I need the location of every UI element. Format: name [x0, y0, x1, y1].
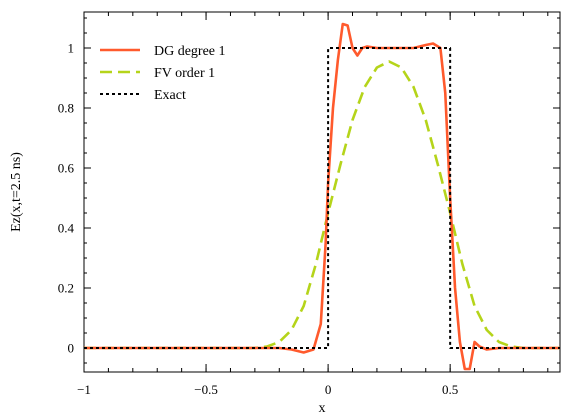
y-tick-label: 1: [68, 41, 75, 56]
tick-labels: −1 −0.5 0 0.5 0 0.2 0.4 0.6 0.8 1: [58, 41, 459, 398]
x-tick-label: −1: [77, 382, 91, 397]
series-lines: [84, 22, 560, 371]
y-tick-label: 0.6: [58, 161, 75, 176]
legend: DG degree 1 FV order 1 Exact: [100, 44, 226, 103]
y-tick-label: 0.8: [58, 101, 74, 116]
plot-frame: [83, 11, 561, 373]
legend-label: FV order 1: [154, 66, 215, 81]
x-axis-title: x: [319, 401, 326, 416]
y-tick-label: 0.2: [58, 281, 74, 296]
axes: [83, 11, 561, 373]
y-tick-label: 0: [68, 341, 75, 356]
series-line-fv-order-1: [84, 60, 560, 350]
series-line-dg-degree-1: [84, 22, 560, 371]
legend-label: DG degree 1: [154, 44, 226, 59]
y-axis-title: Ez(x,t=2.5 ns): [9, 152, 24, 232]
y-tick-label: 0.4: [58, 221, 75, 236]
tick-marks: [83, 12, 560, 372]
x-tick-label: −0.5: [194, 382, 218, 397]
x-tick-label: 0: [325, 382, 332, 397]
legend-label: Exact: [154, 88, 186, 103]
series-line-exact: [84, 47, 560, 349]
x-tick-label: 0.5: [442, 382, 458, 397]
